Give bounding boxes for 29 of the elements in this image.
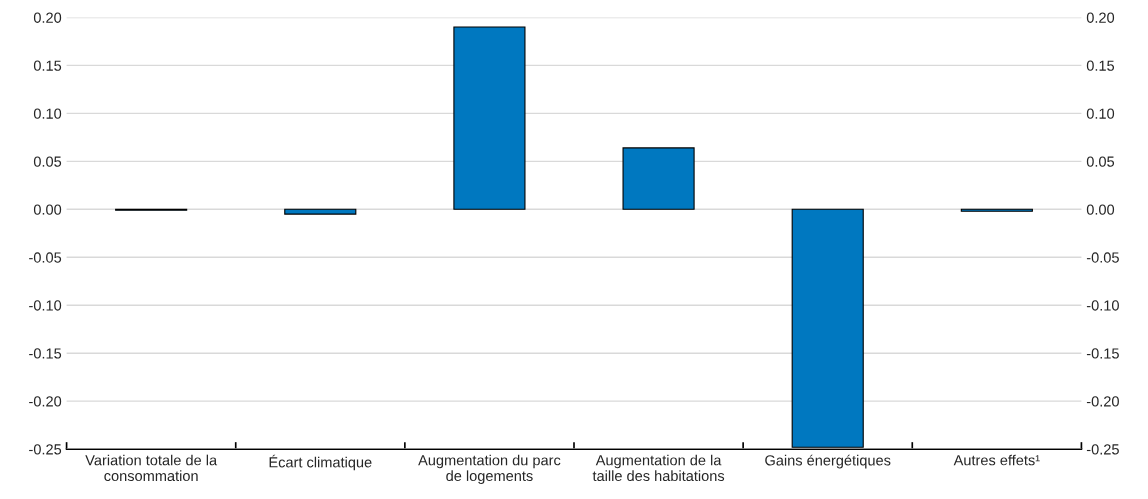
x-tick-label: Autres effets¹ bbox=[953, 454, 1040, 466]
y2-tick-label: -0.10 bbox=[1086, 300, 1119, 311]
y2-tick-label: -0.20 bbox=[1086, 396, 1119, 407]
y-tick-label: -0.15 bbox=[29, 348, 62, 359]
x-tick-label: Variation totale de la consommation bbox=[85, 454, 218, 482]
bar bbox=[622, 147, 695, 210]
bar bbox=[284, 208, 357, 215]
y-tick-label: 0.00 bbox=[33, 204, 62, 215]
y-tick-label: 0.15 bbox=[33, 60, 62, 71]
y2-tick-label: 0.15 bbox=[1086, 60, 1115, 71]
bar bbox=[453, 26, 526, 210]
y-tick-label: 0.05 bbox=[33, 156, 62, 167]
x-tick-label: Écart climatique bbox=[269, 454, 372, 471]
y-tick-label: -0.05 bbox=[29, 252, 62, 263]
y-tick-label: -0.10 bbox=[29, 300, 62, 311]
y2-tick-label: -0.05 bbox=[1086, 252, 1119, 263]
y-tick-label: 0.20 bbox=[33, 12, 62, 23]
y2-tick-label: 0.10 bbox=[1086, 108, 1115, 119]
y-tick-label: -0.25 bbox=[29, 444, 62, 455]
y-tick-label: -0.20 bbox=[29, 396, 62, 407]
y2-tick-label: 0.00 bbox=[1086, 204, 1115, 215]
x-tick-label: Gains énergétiques bbox=[765, 454, 891, 469]
y2-tick-label: -0.15 bbox=[1086, 348, 1119, 359]
y2-tick-label: 0.20 bbox=[1086, 12, 1115, 23]
y-tick-label: 0.10 bbox=[33, 108, 62, 119]
y2-tick-label: -0.25 bbox=[1086, 444, 1119, 455]
x-tick-label: Augmentation du parc de logements bbox=[418, 454, 561, 484]
y2-tick-label: 0.05 bbox=[1086, 156, 1115, 167]
x-tick-label: Augmentation de la taille des habitations bbox=[592, 454, 725, 482]
